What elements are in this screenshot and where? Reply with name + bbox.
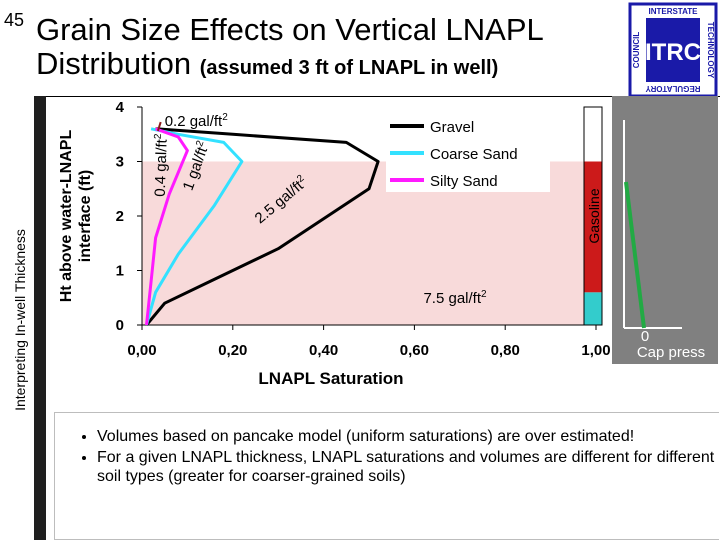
bullet-box: Volumes based on pancake model (uniform … [54, 412, 719, 540]
gasoline-bar-segment [584, 107, 602, 162]
legend-label: Coarse Sand [430, 146, 518, 163]
cap-press-label: Cap press [637, 344, 705, 361]
legend-label: Silty Sand [430, 173, 498, 190]
y-tick-label: 4 [116, 99, 125, 116]
curve-annotation: 0.2 gal/ft2 [165, 112, 229, 130]
bullet-item: For a given LNAPL thickness, LNAPL satur… [97, 448, 719, 486]
series-line-gravel [145, 127, 380, 326]
title-divider [46, 96, 720, 97]
legend-label: Gravel [430, 119, 474, 136]
slide-title: Grain Size Effects on Vertical LNAPL [36, 12, 544, 47]
y-tick-label: 0 [116, 317, 124, 334]
cap-press-line [624, 181, 646, 329]
slide-subtitle: (assumed 3 ft of LNAPL in well) [199, 57, 499, 79]
slide-number: 45 [4, 10, 25, 30]
gasoline-bar-segment [584, 161, 602, 293]
series-line-coarse-sand [145, 127, 244, 326]
bullet-item: Volumes based on pancake model (uniform … [97, 427, 719, 446]
logo-right-text: TECHNOLOGY [706, 22, 715, 79]
logo-left-text: COUNCIL [632, 32, 641, 69]
x-tick-label: 1,00 [581, 342, 610, 359]
series-line-silty-sand [145, 127, 189, 326]
slide-title-main: Distribution [36, 46, 192, 81]
gasoline-bar-segment [584, 292, 602, 325]
logo-top-text: INTERSTATE [648, 7, 698, 16]
x-tick-label: 0,80 [491, 342, 520, 359]
gasoline-bar-outline [583, 106, 603, 326]
cap-press-value: 0 [641, 328, 649, 345]
annotation-arrow [156, 121, 162, 132]
left-accent-bar [34, 96, 46, 540]
x-tick-label: 0,40 [309, 342, 338, 359]
slide-title-line2: Distribution (assumed 3 ft of LNAPL in w… [36, 46, 498, 82]
logo-org-text: ITRC [645, 39, 701, 66]
y-tick-label: 2 [116, 208, 124, 225]
y-axis-label-line2: interface (ft) [77, 170, 94, 262]
x-tick-label: 0,60 [400, 342, 429, 359]
cap-press-panel [612, 96, 718, 364]
y-tick-label: 3 [116, 154, 124, 171]
curve-annotation: 0.4 gal/ft2 [151, 133, 171, 197]
itrc-logo: ITRC INTERSTATE REGULATORY COUNCIL TECHN… [628, 2, 718, 98]
curve-annotation: 7.5 gal/ft2 [423, 289, 487, 307]
y-tick-label: 1 [116, 263, 124, 280]
gasoline-label: Gasoline [586, 188, 602, 243]
y-axis-label: Ht above water-LNAPL [58, 130, 75, 303]
x-axis-label: LNAPL Saturation [258, 369, 403, 388]
lnapl-chart: 0,00 0,20 0,40 0,60 0,80 1,00 0 1 2 3 4 LNAPL Satur… [58, 96, 718, 388]
x-tick-label: 0,00 [127, 342, 156, 359]
x-tick-label: 0,20 [218, 342, 247, 359]
logo-bottom-text: REGULATORY [645, 84, 701, 93]
side-label: Interpreting In-well Thickness [12, 229, 28, 411]
